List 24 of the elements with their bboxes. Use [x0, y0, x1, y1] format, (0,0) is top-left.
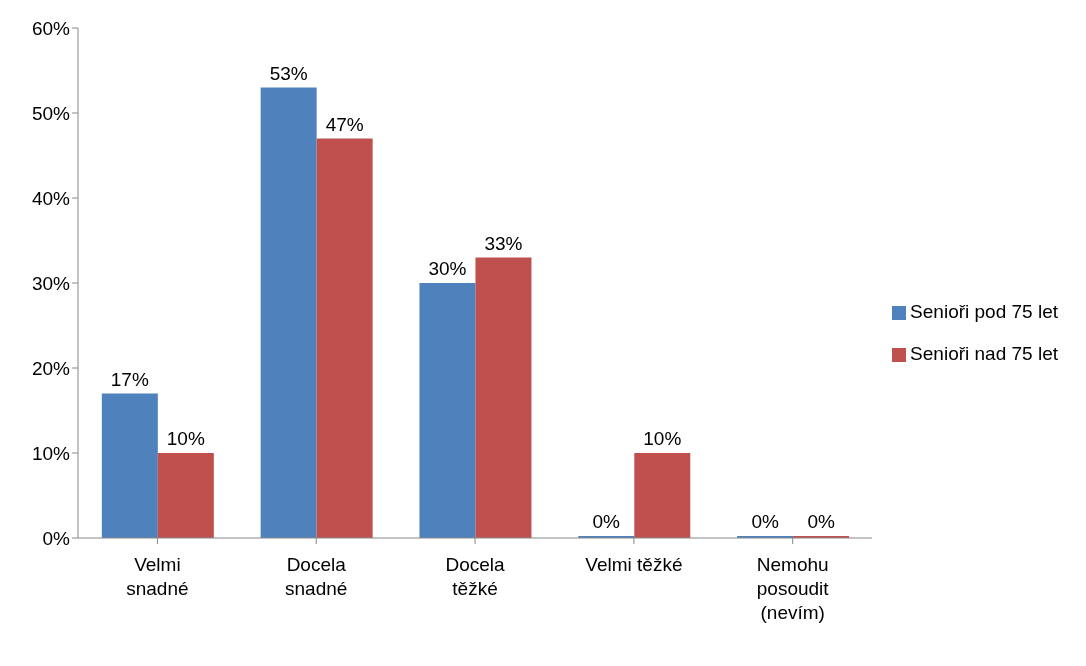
legend-label: Senioři nad 75 let: [910, 343, 1058, 364]
data-label: 30%: [428, 258, 467, 279]
data-label: 0%: [592, 511, 621, 532]
x-tick-label: Nemohu posoudit (nevím): [756, 554, 830, 623]
legend-label: Senioři pod 75 let: [910, 301, 1058, 322]
x-tick-label: Velmi těžké: [585, 554, 683, 576]
x-tick-label: Velmi snadné: [126, 554, 189, 599]
data-label: 10%: [643, 428, 682, 449]
data-label: 53%: [269, 62, 308, 84]
y-tick-label: 20%: [31, 357, 71, 379]
y-tick-label: 50%: [31, 102, 71, 124]
y-tick-label: 40%: [31, 187, 71, 209]
y-tick-label: 0%: [42, 527, 71, 549]
x-tick-label: Docela těžké: [445, 554, 506, 599]
y-tick-label: 30%: [31, 272, 71, 294]
data-label: 17%: [110, 368, 149, 390]
data-label: 0%: [807, 511, 835, 532]
x-tick-label: Docela snadné: [285, 554, 348, 599]
y-tick-label: 60%: [31, 17, 71, 39]
y-tick-label: 10%: [31, 442, 71, 464]
data-label: 10%: [166, 428, 205, 449]
data-label: 47%: [325, 113, 364, 135]
data-label: 33%: [484, 232, 523, 254]
data-label: 0%: [751, 511, 779, 532]
